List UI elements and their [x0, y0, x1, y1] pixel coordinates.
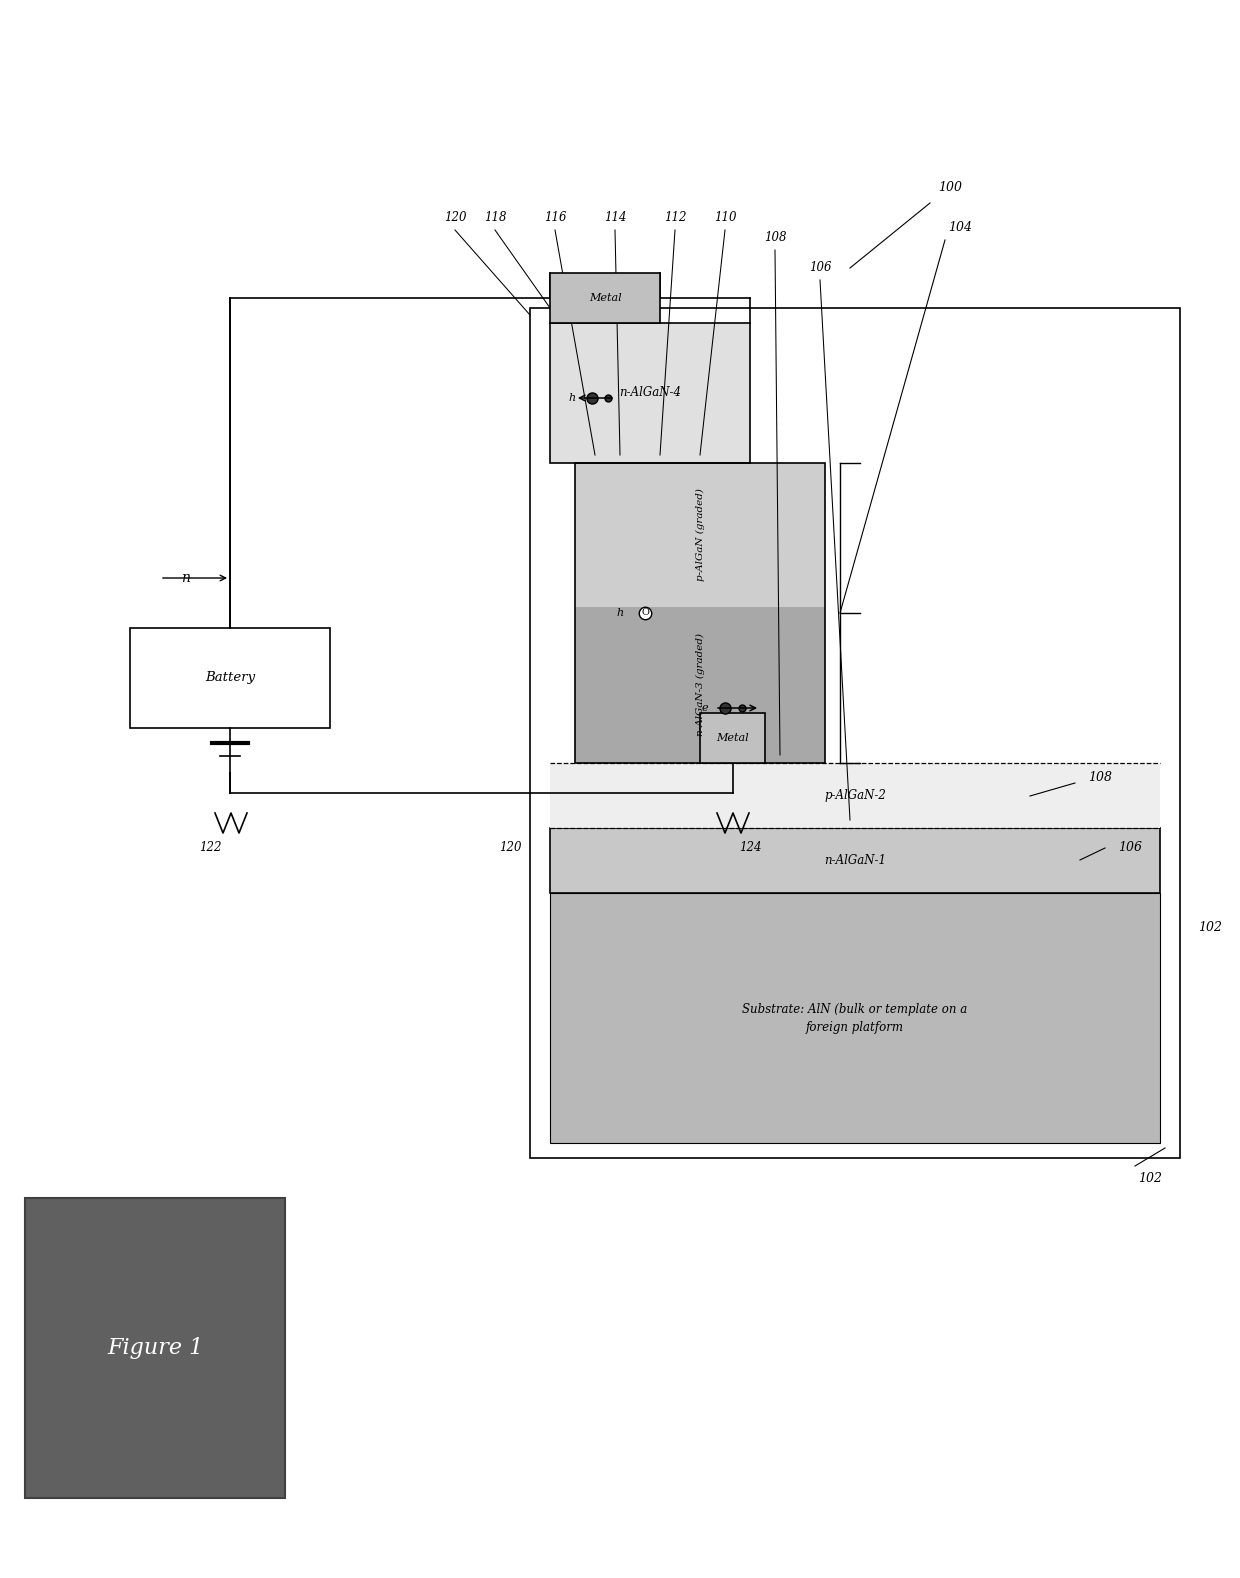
Text: 124: 124	[739, 841, 761, 855]
Text: Substrate: AlN (bulk or template on a
foreign platform: Substrate: AlN (bulk or template on a fo…	[743, 1002, 967, 1034]
Bar	[551, 273, 660, 323]
Text: 120: 120	[498, 841, 521, 855]
Bar	[575, 462, 825, 764]
Text: 116: 116	[544, 211, 567, 224]
Bar	[551, 828, 1159, 893]
Text: 104: 104	[949, 221, 972, 235]
Text: Battery: Battery	[205, 672, 255, 685]
Text: O: O	[641, 609, 649, 617]
Bar	[551, 764, 1159, 828]
Text: 106: 106	[1118, 841, 1142, 855]
Bar	[130, 628, 330, 727]
Text: 108: 108	[764, 232, 786, 245]
Text: p-AlGaN-2: p-AlGaN-2	[825, 789, 885, 802]
Text: 114: 114	[604, 211, 626, 224]
Bar	[701, 713, 765, 764]
Bar	[529, 308, 1180, 1158]
Text: e: e	[702, 704, 708, 713]
Text: p-AlGaN (graded): p-AlGaN (graded)	[696, 489, 704, 581]
Bar	[25, 1198, 285, 1498]
Text: 110: 110	[714, 211, 737, 224]
Bar	[575, 462, 825, 608]
Text: 102: 102	[1198, 922, 1221, 934]
Bar	[575, 608, 825, 764]
Text: 118: 118	[484, 211, 506, 224]
Text: Metal: Metal	[589, 294, 621, 303]
Text: n-AlGaN-3 (graded): n-AlGaN-3 (graded)	[696, 633, 704, 737]
Text: 102: 102	[1138, 1171, 1162, 1185]
Text: n: n	[181, 571, 190, 585]
Text: Metal: Metal	[717, 734, 749, 743]
Bar	[551, 893, 1159, 1142]
Text: h: h	[616, 608, 624, 619]
Text: 112: 112	[663, 211, 686, 224]
Text: h: h	[568, 393, 575, 402]
Text: 100: 100	[937, 181, 962, 194]
Text: n-AlGaN-4: n-AlGaN-4	[619, 387, 681, 399]
Text: 122: 122	[198, 841, 221, 855]
Text: 108: 108	[1087, 772, 1112, 784]
Text: 106: 106	[808, 262, 831, 275]
Text: n-AlGaN-1: n-AlGaN-1	[825, 854, 887, 866]
Text: 120: 120	[444, 211, 466, 224]
Bar	[551, 323, 750, 462]
Text: Figure 1: Figure 1	[107, 1337, 203, 1359]
